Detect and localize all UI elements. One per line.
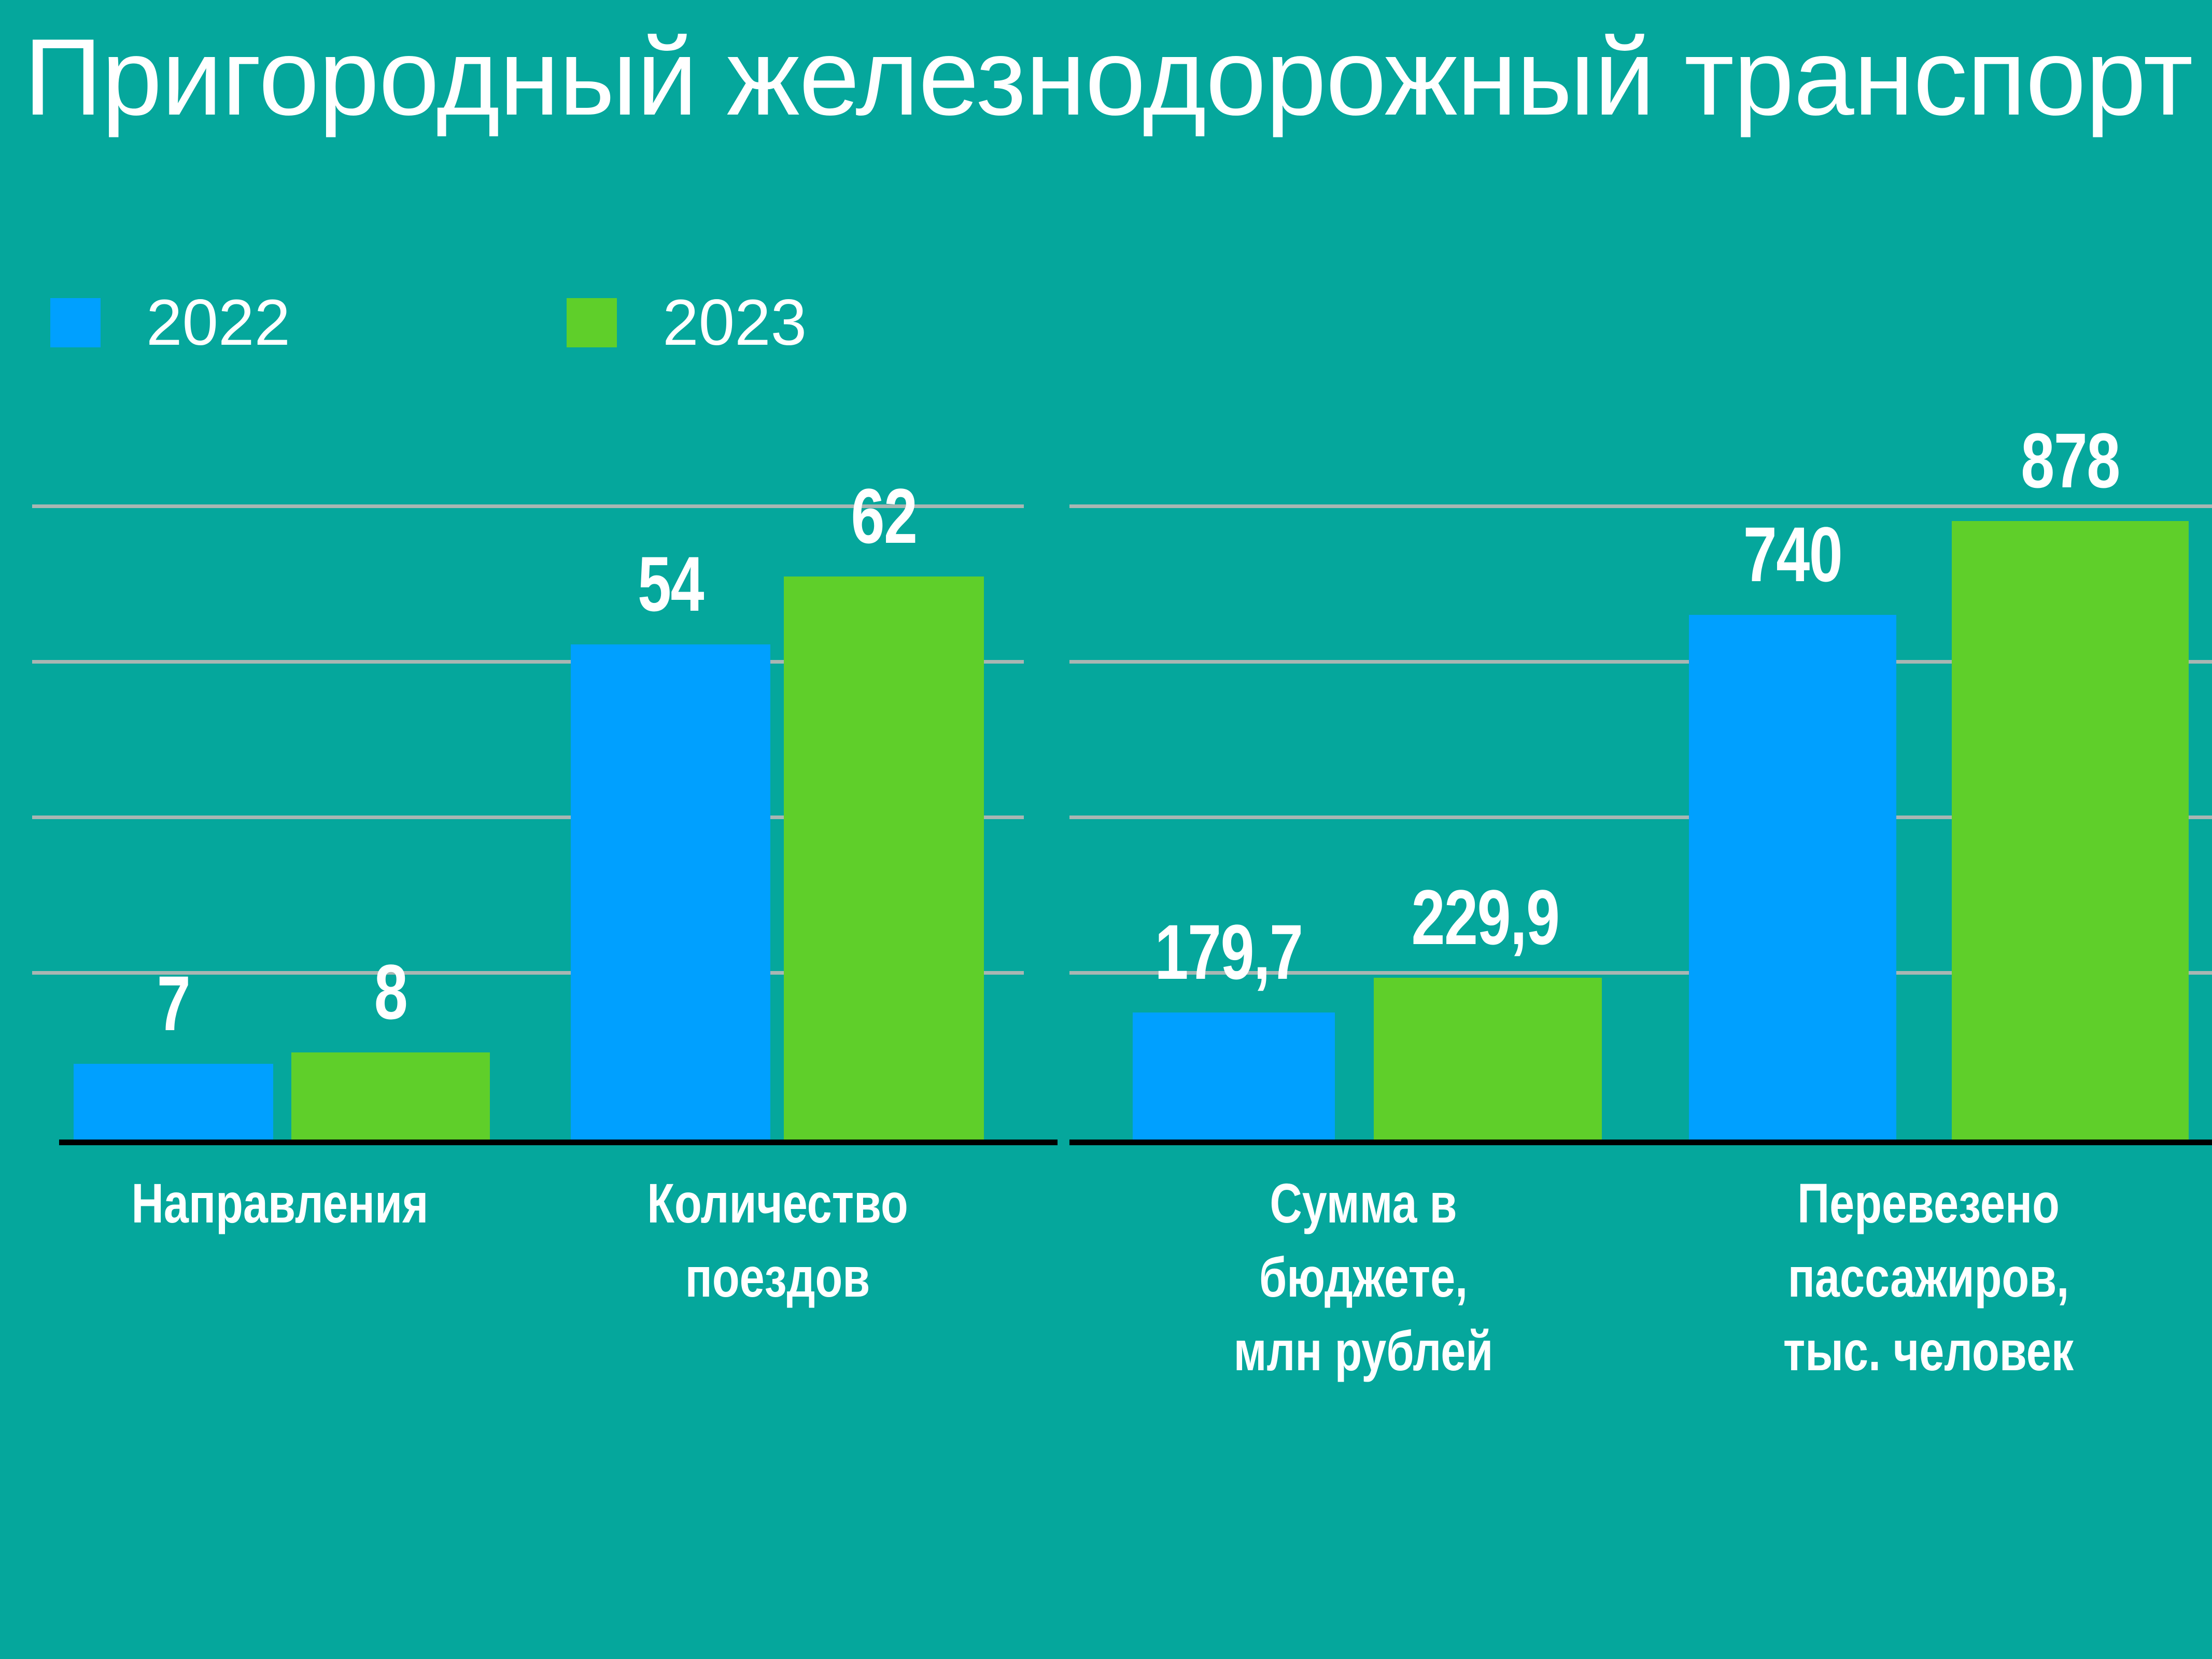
bar-value-left-directions-2023: 8 [374, 948, 408, 1035]
gridline-right-2 [1069, 660, 2212, 664]
gridline-left-3 [32, 816, 1024, 819]
axis-line-left [59, 1140, 1058, 1145]
bar-left-directions-2022[interactable] [74, 1064, 273, 1140]
gridline-left-1 [32, 504, 1024, 508]
bar-value-left-directions-2022: 7 [157, 960, 191, 1047]
plot-area-left [32, 487, 1058, 1145]
bar-value-right-budget-2023: 229,9 [1411, 874, 1560, 961]
bar-left-trains-2022[interactable] [571, 644, 770, 1140]
gridline-right-3 [1069, 816, 2212, 819]
legend-label-2023: 2023 [663, 287, 807, 359]
category-label-passengers: Перевезено пассажиров, тыс. человек [1783, 1172, 2074, 1383]
bar-value-right-passengers-2022: 740 [1743, 511, 1843, 598]
bar-right-budget-2022[interactable] [1133, 1013, 1335, 1140]
category-label-trains: Количество поездов [647, 1172, 908, 1309]
legend-swatch-2023-icon [567, 298, 617, 347]
bar-value-right-budget-2022: 179,7 [1154, 908, 1304, 995]
gridline-left-2 [32, 660, 1024, 664]
category-label-directions: Направления [131, 1172, 429, 1234]
bar-right-passengers-2023[interactable] [1952, 521, 2189, 1140]
legend-item-2023[interactable]: 2023 [567, 290, 807, 355]
axis-line-right [1069, 1140, 2212, 1145]
gridline-right-1 [1069, 504, 2212, 508]
bar-value-left-trains-2023: 62 [851, 472, 918, 559]
bar-left-trains-2023[interactable] [784, 577, 984, 1140]
plot-area-right [1069, 487, 2212, 1145]
bar-left-directions-2023[interactable] [291, 1052, 490, 1140]
chart-legend: 2022 2023 [50, 290, 807, 355]
legend-swatch-2022-icon [50, 298, 101, 347]
bar-value-left-trains-2022: 54 [637, 540, 705, 627]
legend-item-2022[interactable]: 2022 [50, 290, 290, 355]
legend-label-2022: 2022 [146, 287, 291, 359]
chart-panel-left [0, 0, 1058, 1659]
chart-panel-right [1069, 0, 2212, 1659]
bar-value-right-passengers-2023: 878 [2021, 417, 2120, 504]
page-title: Пригородный железнодорожный транспорт [24, 16, 2193, 138]
gridline-left-4 [32, 971, 1024, 975]
bar-right-passengers-2022[interactable] [1689, 615, 1896, 1140]
category-label-budget: Сумма в бюджете, млн рублей [1233, 1172, 1494, 1383]
bar-right-budget-2023[interactable] [1374, 978, 1602, 1140]
gridline-right-4 [1069, 971, 2212, 975]
